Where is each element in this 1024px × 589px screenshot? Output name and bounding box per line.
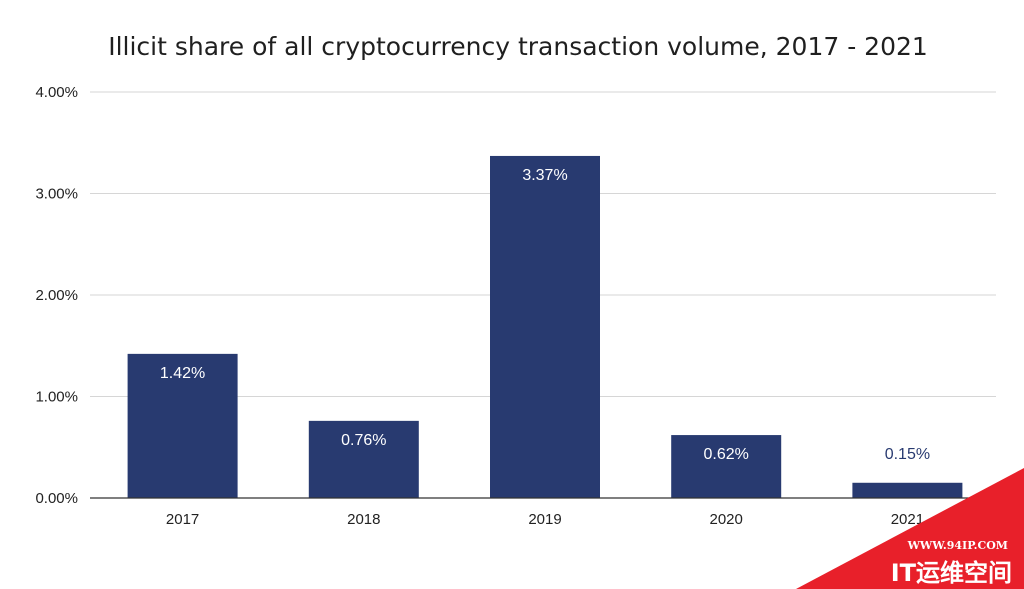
data-label: 0.15% xyxy=(885,446,930,463)
y-tick-label: 2.00% xyxy=(35,287,78,304)
y-axis-tick-labels: 0.00% 1.00% 2.00% 3.00% 4.00% xyxy=(35,84,78,507)
y-tick-label: 1.00% xyxy=(35,389,78,406)
bar xyxy=(490,155,600,498)
data-label: 3.37% xyxy=(522,167,567,184)
x-tick-label: 2021 xyxy=(891,511,924,528)
data-label: 0.76% xyxy=(341,432,386,449)
y-tick-label: 4.00% xyxy=(35,84,78,101)
watermark: WWW.94IP.COM IT运维空间 xyxy=(796,468,1024,589)
bar xyxy=(308,420,419,498)
watermark-url: WWW.94IP.COM xyxy=(907,539,1008,552)
bar xyxy=(127,353,238,498)
bars xyxy=(127,155,963,498)
y-tick-label: 0.00% xyxy=(35,490,78,507)
y-tick-label: 3.00% xyxy=(35,186,78,203)
chart-title: Illicit share of all cryptocurrency tran… xyxy=(108,32,928,61)
x-tick-label: 2019 xyxy=(528,511,561,528)
data-label: 1.42% xyxy=(160,365,205,382)
x-tick-label: 2020 xyxy=(710,511,743,528)
watermark-brand: IT运维空间 xyxy=(891,559,1012,587)
data-labels: 1.42% 0.76% 3.37% 0.62% 0.15% xyxy=(160,167,930,463)
x-tick-label: 2017 xyxy=(166,511,199,528)
x-axis-tick-labels: 2017 2018 2019 2020 2021 xyxy=(166,511,924,528)
bar xyxy=(852,482,963,498)
watermark-triangle xyxy=(796,468,1024,589)
bar xyxy=(671,435,782,498)
data-label: 0.62% xyxy=(704,446,749,463)
x-tick-label: 2018 xyxy=(347,511,380,528)
